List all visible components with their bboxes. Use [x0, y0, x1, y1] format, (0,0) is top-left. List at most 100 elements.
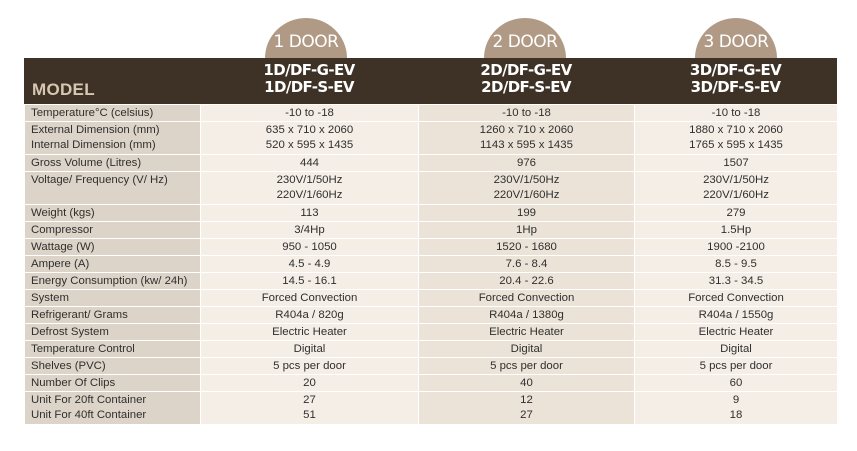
spec-label-text: Gross Volume (Litres) [31, 157, 142, 169]
spec-value-text: Digital [510, 343, 543, 355]
spec-label: Shelves (PVC) [24, 357, 201, 375]
spec-value-col-1: 444 [200, 154, 419, 172]
spec-value-col-3: 1900 -2100 [634, 238, 838, 256]
spec-label-text: Ampere (A) [31, 258, 90, 270]
spec-table: Temperature°C (celsius) -10 to -18 -10 to … [24, 104, 838, 425]
spec-value-text: 4.5 - 4.9 [288, 258, 331, 270]
spec-value-text: R404a / 820g [275, 309, 344, 321]
spec-label: External Dimension (mm) Internal Dimensio… [24, 121, 201, 155]
model-header: MODEL 1D/DF-G-EV 1D/DF-S-EV 2D/DF-G-EV 2… [24, 58, 837, 104]
spec-value-text: 1880 x 710 x 2060 [689, 124, 783, 136]
model-name-line: 2D/DF-G-EV [480, 61, 572, 79]
spec-label: Defrost System [24, 323, 201, 341]
spec-value-col-1: 14.5 - 16.1 [200, 272, 419, 290]
spec-value-text: 520 x 595 x 1435 [265, 139, 354, 151]
spec-label-text: Defrost System [31, 326, 109, 338]
table-row: Unit For 20ft Container Unit For 40ft Con… [24, 391, 838, 425]
table-row: Temperature°C (celsius) -10 to -18 -10 to … [24, 104, 838, 122]
spec-value-col-3: 60 [634, 374, 838, 392]
table-row: Energy Consumption (kw/ 24h) 14.5 - 16.1 2… [24, 272, 838, 290]
spec-label-text: Temperature°C (celsius) [31, 107, 154, 119]
spec-value-col-2: Forced Convection [418, 289, 635, 307]
spec-value-col-1: 635 x 710 x 2060 520 x 595 x 1435 [200, 121, 419, 155]
spec-value-text: 31.3 - 34.5 [708, 275, 764, 287]
spec-value-col-2: 976 [418, 154, 635, 172]
spec-label: Compressor [24, 221, 201, 239]
spec-value-text: 113 [300, 207, 319, 219]
model-name-col-3: 3D/DF-G-EV 3D/DF-S-EV [634, 62, 837, 96]
spec-value-text: 220V/1/60Hz [703, 189, 769, 201]
model-name-line: 1D/DF-G-EV [263, 61, 355, 79]
spec-value-text: Digital [293, 343, 326, 355]
spec-value-text: 27 [303, 394, 316, 406]
table-row: Defrost System Electric Heater Electric He… [24, 323, 838, 341]
spec-value-col-3: Forced Convection [634, 289, 838, 307]
model-name-line: 3D/DF-S-EV [690, 78, 781, 96]
door-badge-label: 2 DOOR [492, 32, 558, 52]
table-row: Shelves (PVC) 5 pcs per door 5 pcs per doo… [24, 357, 838, 375]
spec-value-text: 1260 x 710 x 2060 [479, 124, 574, 136]
spec-value-text: Forced Convection [261, 292, 358, 304]
table-row: Weight (kgs) 113 199 279 [24, 204, 838, 222]
spec-value-text: Electric Heater [489, 326, 564, 338]
spec-label: Ampere (A) [24, 255, 201, 273]
spec-value-text: 279 [726, 207, 746, 219]
spec-label: Gross Volume (Litres) [24, 154, 201, 172]
spec-label-text: Internal Dimension (mm) [31, 139, 156, 151]
spec-label-text: Refrigerant/ Grams [31, 309, 128, 321]
table-row: Temperature Control Digital Digital Digital [24, 340, 838, 358]
spec-value-text: 20 [303, 377, 316, 389]
spec-value-col-1: Forced Convection [200, 289, 419, 307]
spec-label: System [24, 289, 201, 307]
spec-value-text: Forced Convection [688, 292, 784, 304]
spec-value-col-3: 1507 [634, 154, 838, 172]
spec-label-text: Energy Consumption (kw/ 24h) [31, 275, 188, 287]
spec-label: Voltage/ Frequency (V/ Hz) [24, 171, 201, 205]
spec-value-text: 12 [520, 394, 533, 406]
table-row: Wattage (W) 950 - 1050 1520 - 1680 1900 -21… [24, 238, 838, 256]
spec-value-text: 950 - 1050 [282, 241, 337, 253]
table-row: Number Of Clips 20 40 60 [24, 374, 838, 392]
spec-value-text: 7.6 - 8.4 [505, 258, 548, 270]
spec-value-text: 1765 x 595 x 1435 [689, 139, 783, 151]
spec-label: Number Of Clips [24, 374, 201, 392]
spec-value-col-1: 5 pcs per door [200, 357, 419, 375]
spec-value-text: -10 to -18 [285, 107, 334, 119]
spec-value-text: 1520 - 1680 [496, 241, 557, 253]
spec-value-text: 1900 -2100 [707, 241, 765, 253]
spec-value-text: 230V/1/50Hz [703, 174, 769, 186]
spec-value-col-1: 950 - 1050 [200, 238, 419, 256]
spec-value-col-3: 31.3 - 34.5 [634, 272, 838, 290]
spec-value-text: 27 [520, 409, 533, 421]
spec-value-col-3: Electric Heater [634, 323, 838, 341]
spec-value-text: Forced Convection [478, 292, 575, 304]
table-row: External Dimension (mm) Internal Dimensio… [24, 121, 838, 155]
door-badge-label: 1 DOOR [273, 32, 339, 52]
spec-label-text: External Dimension (mm) [31, 124, 160, 136]
spec-value-col-1: 27 51 [200, 391, 419, 425]
model-label: MODEL [32, 80, 95, 99]
spec-value-text: 635 x 710 x 2060 [265, 124, 354, 136]
spec-value-col-3: 230V/1/50Hz 220V/1/60Hz [634, 171, 838, 205]
spec-value-col-3: 8.5 - 9.5 [634, 255, 838, 273]
spec-label: Energy Consumption (kw/ 24h) [24, 272, 201, 290]
spec-value-col-2: 7.6 - 8.4 [418, 255, 635, 273]
spec-value-text: 230V/1/50Hz [493, 174, 560, 186]
spec-label: Unit For 20ft Container Unit For 40ft Con… [24, 391, 201, 425]
spec-value-col-3: R404a / 1550g [634, 306, 838, 324]
spec-value-text: 230V/1/50Hz [276, 174, 343, 186]
spec-value-text: 1Hp [516, 224, 537, 236]
spec-value-text: 14.5 - 16.1 [282, 275, 337, 287]
spec-value-col-1: Electric Heater [200, 323, 419, 341]
spec-value-text: 1507 [723, 157, 749, 169]
spec-value-col-1: R404a / 820g [200, 306, 419, 324]
spec-value-text: -10 to -18 [711, 107, 761, 119]
spec-label-text: Temperature Control [31, 343, 135, 355]
spec-value-text: -10 to -18 [502, 107, 551, 119]
spec-value-col-2: Electric Heater [418, 323, 635, 341]
spec-value-text: R404a / 1380g [489, 309, 564, 321]
spec-value-col-2: 5 pcs per door [418, 357, 635, 375]
door-badge-label: 3 DOOR [703, 32, 769, 52]
spec-value-col-2: 1520 - 1680 [418, 238, 635, 256]
spec-value-col-1: 3/4Hp [200, 221, 419, 239]
